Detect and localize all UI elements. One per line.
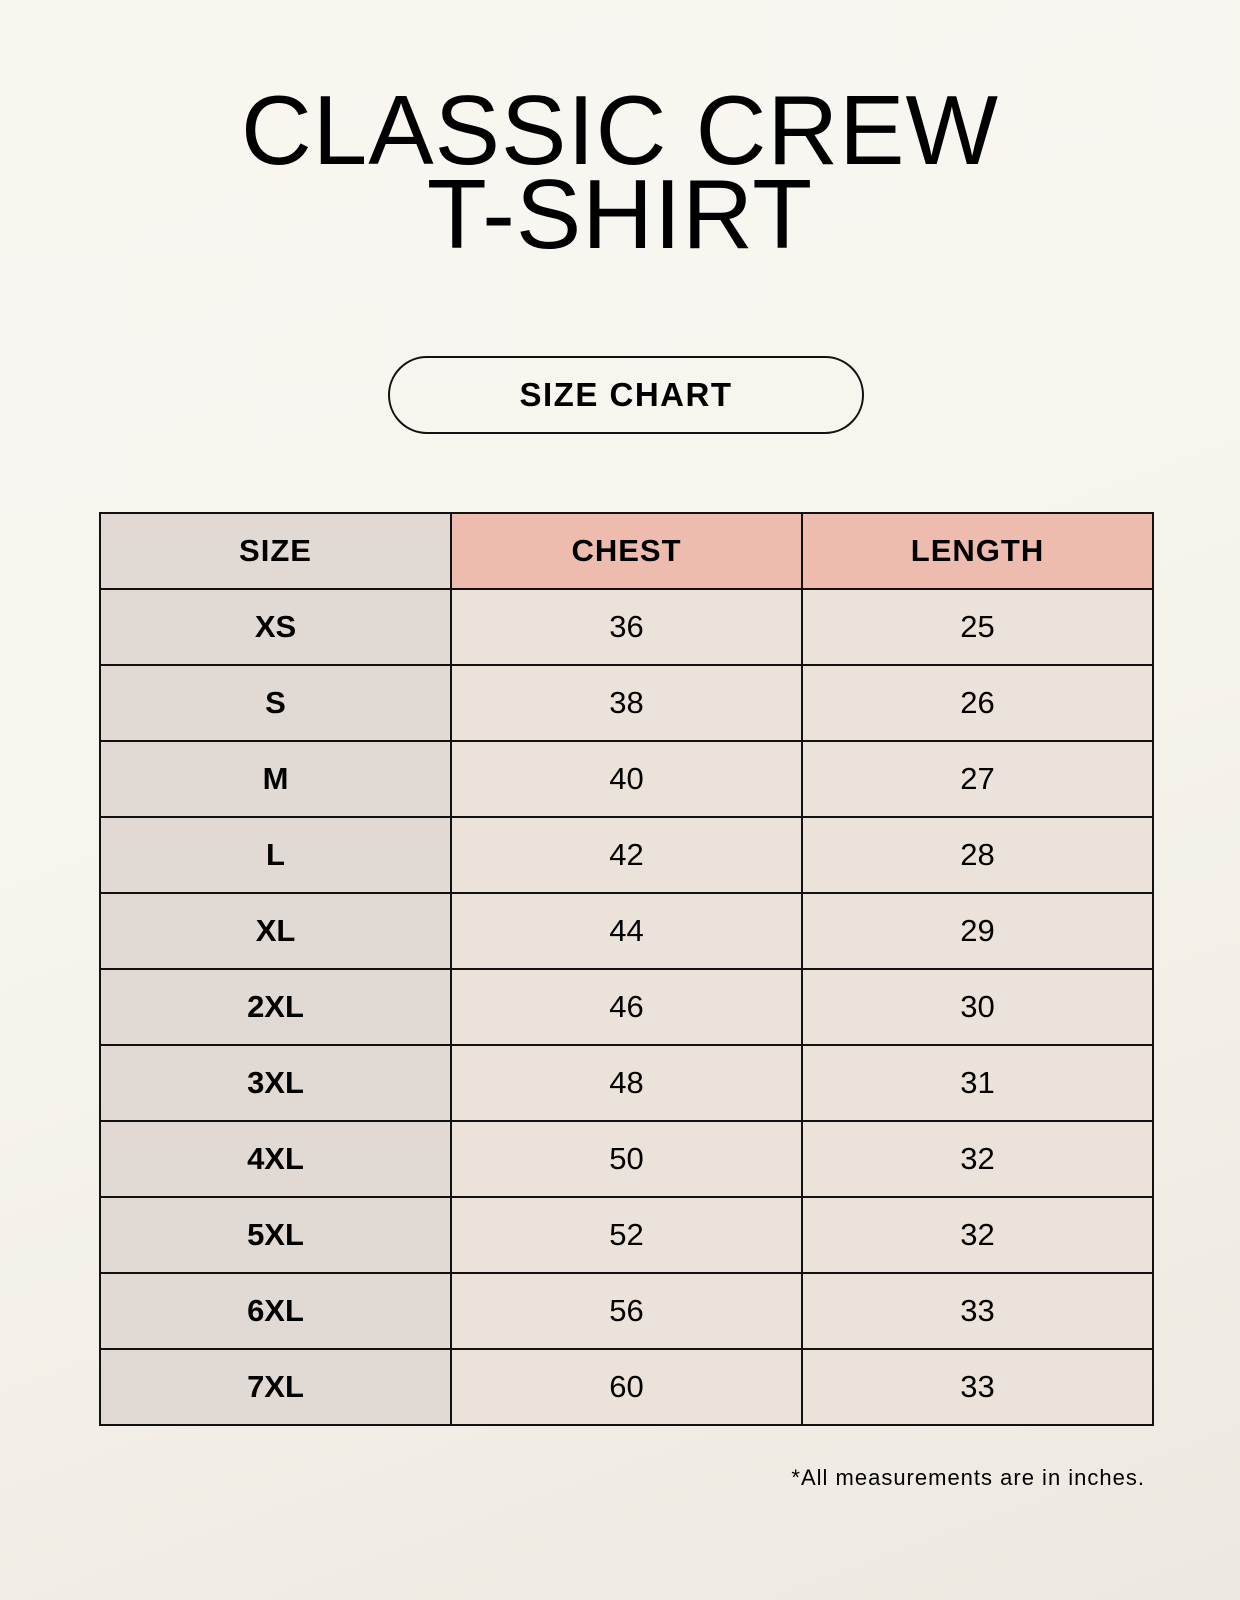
table-row: 5XL 52 32 [99,1196,1154,1274]
cell-chest: 44 [450,892,803,970]
header-chest: CHEST [450,512,803,590]
table-row: XS 36 25 [99,588,1154,666]
table-row: XL 44 29 [99,892,1154,970]
cell-length: 26 [801,664,1154,742]
cell-size: 7XL [99,1348,452,1426]
size-chart-badge: SIZE CHART [388,356,864,434]
cell-length: 25 [801,588,1154,666]
cell-length: 33 [801,1348,1154,1426]
cell-size: L [99,816,452,894]
cell-chest: 40 [450,740,803,818]
cell-chest: 50 [450,1120,803,1198]
cell-length: 28 [801,816,1154,894]
table-row: 6XL 56 33 [99,1272,1154,1350]
table-row: 2XL 46 30 [99,968,1154,1046]
cell-length: 31 [801,1044,1154,1122]
cell-size: 2XL [99,968,452,1046]
cell-size: S [99,664,452,742]
header-length: LENGTH [801,512,1154,590]
size-table: SIZE CHEST LENGTH XS 36 25 S 38 26 M 40 27 L 42 28 X… [99,512,1154,1426]
cell-size: XS [99,588,452,666]
title-line-2: T-SHIRT [426,159,814,269]
cell-chest: 56 [450,1272,803,1350]
cell-chest: 42 [450,816,803,894]
table-header-row: SIZE CHEST LENGTH [99,512,1154,590]
measurement-note: *All measurements are in inches. [791,1465,1145,1490]
cell-length: 29 [801,892,1154,970]
cell-size: M [99,740,452,818]
cell-size: 3XL [99,1044,452,1122]
cell-length: 32 [801,1196,1154,1274]
cell-size: 5XL [99,1196,452,1274]
table-row: M 40 27 [99,740,1154,818]
cell-length: 30 [801,968,1154,1046]
cell-size: XL [99,892,452,970]
page-title: CLASSIC CREW T-SHIRT [0,75,1240,269]
cell-size: 4XL [99,1120,452,1198]
cell-length: 27 [801,740,1154,818]
title-line-1: CLASSIC CREW [240,75,999,185]
cell-chest: 46 [450,968,803,1046]
table-row: 3XL 48 31 [99,1044,1154,1122]
cell-length: 32 [801,1120,1154,1198]
table-row: L 42 28 [99,816,1154,894]
header-size: SIZE [99,512,452,590]
table-row: 7XL 60 33 [99,1348,1154,1426]
cell-chest: 38 [450,664,803,742]
cell-size: 6XL [99,1272,452,1350]
cell-chest: 60 [450,1348,803,1426]
cell-chest: 48 [450,1044,803,1122]
table-row: S 38 26 [99,664,1154,742]
cell-chest: 36 [450,588,803,666]
table-row: 4XL 50 32 [99,1120,1154,1198]
cell-chest: 52 [450,1196,803,1274]
cell-length: 33 [801,1272,1154,1350]
